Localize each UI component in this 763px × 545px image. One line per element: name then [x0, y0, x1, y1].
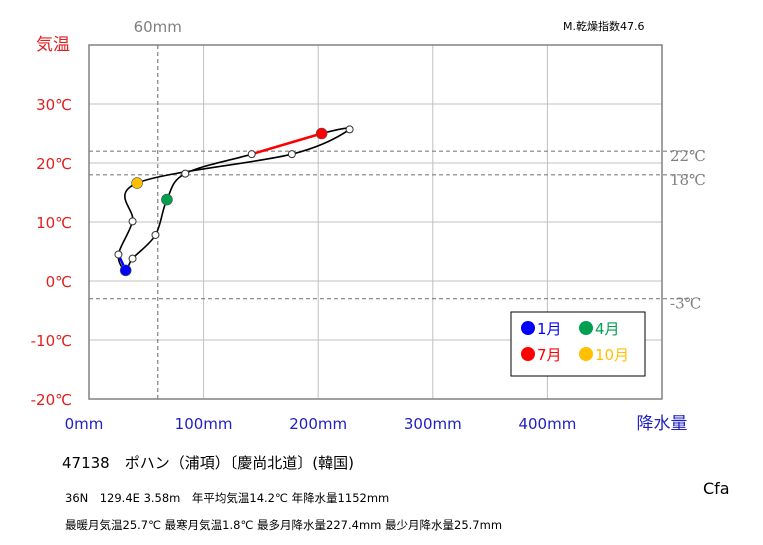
climate-class: Cfa	[703, 479, 730, 498]
climograph-line	[117, 127, 352, 272]
month-point-8	[345, 125, 354, 134]
month-points	[114, 125, 354, 277]
x-tick-label: 100mm	[175, 415, 233, 433]
month-point-7	[315, 127, 328, 140]
legend-marker	[579, 347, 593, 361]
y-axis-title: 気温	[36, 35, 70, 55]
legend-label: 10月	[595, 346, 629, 364]
x-tick-label: 0mm	[65, 415, 104, 433]
x-tick-label: 400mm	[518, 415, 576, 433]
y-tick-label: -20℃	[31, 391, 72, 409]
legend-marker	[521, 321, 535, 335]
legend-label: 1月	[537, 320, 562, 338]
month-point-5	[181, 169, 190, 178]
reference-lines: 60mm 22℃ 18℃ -3℃	[89, 18, 706, 399]
month-point-10	[131, 177, 143, 189]
axis-labels: -20℃ -10℃ 0℃ 10℃ 20℃ 30℃ 気温 0mm 100mm 200mm 300mm 4…	[31, 35, 688, 434]
legend-label: 4月	[595, 320, 620, 338]
month-point-12	[114, 250, 123, 259]
month-point-3	[151, 230, 160, 239]
y-tick-label: 0℃	[46, 273, 72, 291]
x-tick-label: 300mm	[404, 415, 462, 433]
legend-label: 7月	[537, 346, 562, 364]
dryness-index: M.乾燥指数47.6	[563, 20, 645, 33]
station-name: 47138 ポハン（浦項）〔慶尚北道〕(韓国)	[62, 454, 354, 472]
ref-label-horizontal: 22℃	[670, 147, 706, 165]
y-tick-label: 30℃	[36, 96, 72, 114]
grid-lines	[89, 45, 662, 399]
month-point-6	[247, 150, 256, 159]
month-point-1	[119, 264, 132, 277]
month-point-2	[128, 254, 137, 263]
y-tick-label: -10℃	[31, 332, 72, 350]
station-info-line2: 最暖月気温25.7℃ 最寒月気温1.8℃ 最多月降水量227.4mm 最少月降水…	[65, 518, 503, 532]
month-point-11	[128, 217, 137, 226]
legend-box	[510, 311, 646, 377]
station-info-line1: 36N 129.4E 3.58m 年平均気温14.2℃ 年降水量1152mm	[65, 491, 390, 505]
climograph-curve	[117, 127, 352, 272]
ref-label-horizontal: 18℃	[670, 171, 706, 189]
month-point-4	[161, 193, 173, 206]
legend-marker	[521, 347, 535, 361]
highlight-segment	[251, 132, 322, 156]
legend: 1月 4月 7月 10月	[510, 311, 646, 377]
x-axis-title: 降水量	[637, 414, 688, 434]
y-tick-label: 10℃	[36, 214, 72, 232]
plot-frame	[88, 44, 663, 400]
x-tick-label: 200mm	[289, 415, 347, 433]
ref-label-vertical: 60mm	[134, 18, 182, 36]
month-point-9	[287, 150, 296, 159]
legend-marker	[579, 321, 593, 335]
ref-label-horizontal: -3℃	[670, 295, 701, 313]
y-tick-label: 20℃	[36, 155, 72, 173]
